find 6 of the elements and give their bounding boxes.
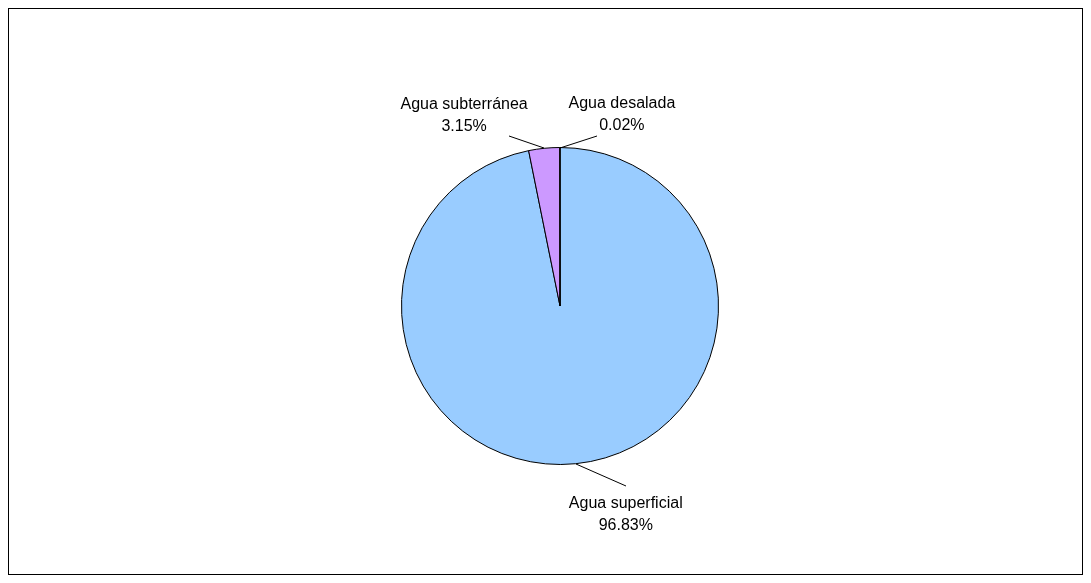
data-label: 96.83% — [598, 516, 653, 534]
slice-label: Agua desalada — [568, 93, 676, 111]
data-label: 3.15% — [441, 116, 487, 134]
data-label: 0.02% — [599, 115, 645, 133]
slice-label: Agua subterránea — [400, 94, 528, 112]
slice-label: Agua superficial — [568, 494, 683, 512]
